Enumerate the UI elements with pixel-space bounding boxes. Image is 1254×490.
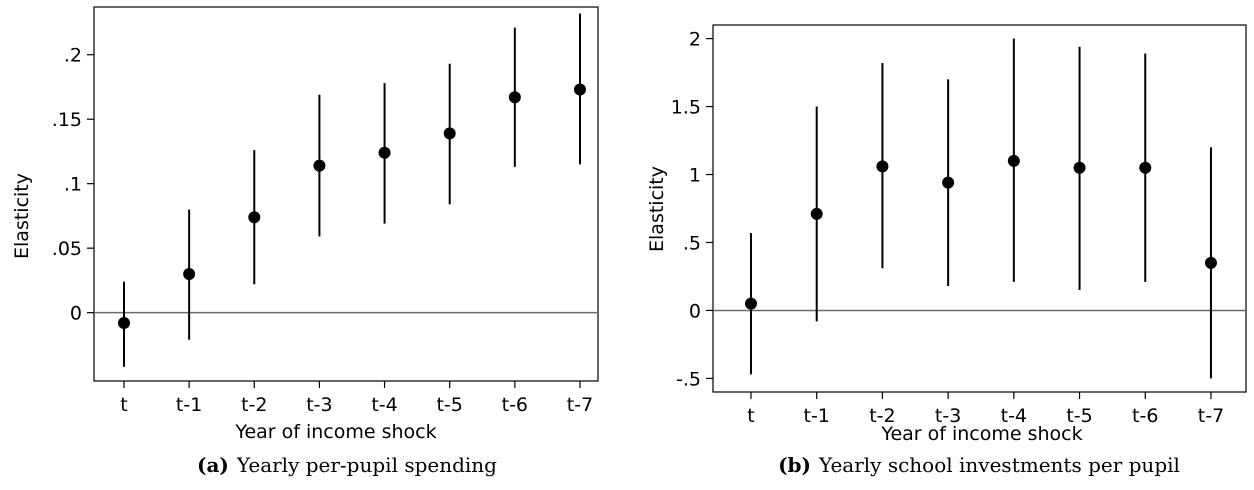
panel-a-x-tick-label: t-1: [176, 394, 202, 416]
panel-b-caption: (b) Yearly school investments per pupil: [778, 453, 1180, 477]
panel-b-point-estimate: [876, 160, 889, 173]
panel-a-y-axis-label: Elasticity: [11, 173, 33, 259]
panel-b-x-tick-label: t-5: [1066, 405, 1092, 427]
panel-a-plot-frame: [93, 6, 599, 382]
panel-a-x-tick-label: t-6: [502, 394, 528, 416]
panel-b-caption-text: Yearly school investments per pupil: [818, 453, 1180, 477]
panel-a-point-estimate: [183, 267, 196, 280]
panel-a-x-tick-label: t-5: [436, 394, 462, 416]
panel-b-point-estimate: [810, 207, 823, 220]
panel-a-y-tick-label: .15: [52, 109, 82, 131]
panel-a-caption-tag: (a): [197, 453, 229, 477]
panel-b-y-tick-label: 1: [689, 165, 701, 187]
panel-b-y-tick-label: 2: [689, 29, 701, 51]
panel-a-caption: (a) Yearly per-pupil spending: [197, 453, 497, 477]
panel-a-point-estimate: [313, 159, 326, 172]
panel-b-point-estimate: [745, 297, 757, 310]
panel-a-y-tick-label: .05: [52, 238, 82, 260]
panel-b-x-tick-label: t-6: [1132, 405, 1158, 427]
panel-a-y-tick-label: .2: [64, 45, 82, 67]
panel-a-point-estimate: [378, 146, 391, 159]
panel-b-y-tick-label: 1.5: [671, 97, 701, 119]
panel-a-point-estimate: [508, 91, 521, 104]
panel-a-point-estimate: [443, 127, 456, 140]
panel-b-x-axis-label: Year of income shock: [880, 423, 1082, 445]
panel-a-caption-text: Yearly per-pupil spending: [236, 453, 497, 477]
panel-b-x-tick-label: t-7: [1198, 405, 1224, 427]
panel-a-x-tick-label: t: [120, 394, 127, 416]
panel-a-point-estimate: [118, 316, 130, 329]
panel-b-x-tick-label: t: [747, 405, 754, 427]
panel-b-x-tick-label: t-4: [1001, 405, 1027, 427]
panel-b-point-estimate: [1073, 161, 1086, 174]
panel-a-chart: Elasticity Year of income shock (a) Yearl…: [11, 6, 599, 477]
panel-a-point-estimate: [573, 83, 586, 96]
panel-b-point-estimate: [942, 176, 955, 189]
panel-b-point-estimate: [1139, 161, 1152, 174]
panel-b-point-estimate: [1204, 256, 1217, 269]
panel-b-point-estimate: [1007, 154, 1020, 167]
panel-a-x-tick-label: t-7: [567, 394, 593, 416]
panel-a-y-tick-label: .1: [64, 174, 82, 196]
panel-a-x-tick-label: t-4: [371, 394, 397, 416]
panel-a-x-axis-label: Year of income shock: [234, 421, 436, 443]
panel-a-x-tick-label: t-3: [306, 394, 332, 416]
panel-b-caption-tag: (b): [778, 453, 811, 477]
panel-a-y-tick-label: 0: [70, 303, 82, 325]
panel-b-x-tick-label: t-1: [804, 405, 830, 427]
panel-b-plot-frame: [712, 24, 1247, 393]
panel-b-y-tick-label: 0: [689, 300, 701, 322]
panel-b-y-axis-label: Elasticity: [646, 166, 668, 252]
panel-b-y-tick-label: .5: [683, 232, 701, 254]
panel-b-x-tick-label: t-3: [935, 405, 961, 427]
panel-a-point-estimate: [248, 211, 261, 224]
panel-a-x-tick-label: t-2: [241, 394, 267, 416]
panel-b-y-tick-label: -.5: [676, 368, 701, 390]
panel-b-x-tick-label: t-2: [869, 405, 895, 427]
panel-b-chart: Elasticity Year of income shock (b) Yearl…: [646, 24, 1247, 477]
